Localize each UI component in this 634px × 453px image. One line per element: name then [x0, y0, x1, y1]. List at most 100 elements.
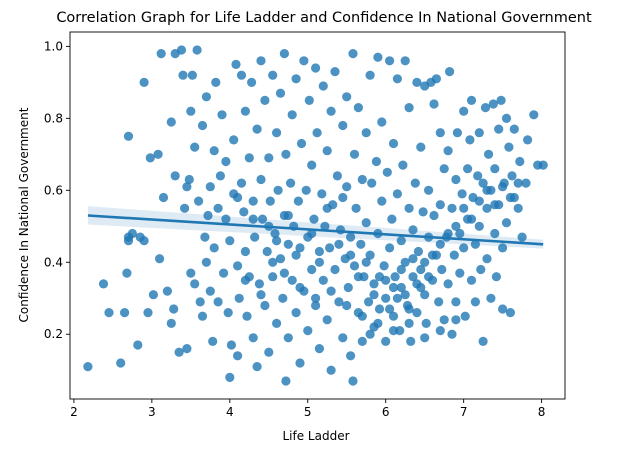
data-point-168: [361, 128, 371, 138]
data-points-layer: [83, 45, 548, 386]
data-point-16: [148, 290, 158, 300]
data-point-195: [396, 236, 406, 246]
data-point-159: [349, 149, 360, 159]
data-point-188: [387, 214, 397, 224]
data-point-136: [318, 275, 328, 285]
data-point-196: [396, 282, 406, 293]
data-point-339: [357, 311, 367, 321]
data-point-3: [116, 358, 126, 368]
data-point-23: [166, 318, 176, 328]
data-point-122: [301, 185, 311, 195]
data-point-22: [166, 117, 176, 127]
data-point-210: [416, 142, 426, 152]
data-point-344: [420, 333, 430, 343]
data-point-135: [318, 81, 328, 91]
data-point-228: [439, 164, 449, 174]
data-point-294: [272, 236, 282, 246]
data-point-125: [304, 95, 314, 105]
data-point-273: [498, 243, 508, 253]
data-point-165: [357, 174, 367, 185]
data-point-112: [287, 110, 297, 120]
data-point-175: [369, 279, 379, 289]
data-point-111: [287, 275, 297, 285]
data-point-229: [439, 315, 449, 325]
data-point-337: [326, 286, 336, 296]
data-point-142: [326, 365, 336, 375]
data-point-343: [404, 318, 414, 328]
data-point-236: [449, 250, 459, 260]
data-point-85: [254, 279, 264, 289]
data-point-197: [398, 160, 408, 170]
data-point-64: [226, 340, 236, 350]
data-point-38: [190, 279, 200, 289]
data-point-181: [377, 117, 387, 127]
data-point-301: [338, 192, 348, 203]
data-point-126: [307, 264, 317, 275]
data-point-44: [200, 232, 210, 242]
data-point-1: [98, 279, 109, 289]
data-point-227: [437, 264, 447, 275]
data-point-208: [412, 308, 422, 318]
data-point-46: [201, 257, 211, 267]
data-point-262: [482, 254, 492, 264]
data-point-177: [373, 52, 383, 62]
data-point-308: [385, 304, 395, 314]
data-point-321: [443, 228, 453, 239]
data-point-155: [346, 232, 356, 242]
data-point-176: [371, 156, 381, 167]
data-point-42: [197, 311, 208, 321]
data-point-156: [346, 351, 356, 361]
data-point-256: [474, 221, 484, 231]
data-point-87: [256, 56, 266, 66]
data-point-250: [466, 95, 477, 105]
data-point-109: [283, 333, 293, 343]
data-point-169: [361, 218, 371, 228]
data-point-300: [334, 239, 344, 249]
data-point-4: [120, 308, 130, 318]
data-point-115: [291, 74, 301, 84]
data-point-164: [356, 239, 366, 249]
data-point-26: [170, 171, 180, 181]
data-point-72: [236, 178, 247, 188]
data-point-103: [278, 293, 288, 303]
data-point-88: [257, 214, 268, 224]
data-point-86: [256, 174, 266, 185]
data-point-41: [195, 297, 205, 307]
data-point-21: [162, 286, 172, 296]
data-point-249: [466, 275, 477, 285]
data-point-283: [513, 203, 523, 213]
data-point-260: [480, 103, 491, 113]
data-point-274: [498, 304, 508, 314]
data-point-302: [346, 250, 356, 260]
data-point-92: [264, 153, 274, 163]
data-point-277: [501, 218, 512, 228]
data-point-278: [504, 142, 514, 152]
data-point-17: [153, 149, 163, 159]
data-point-185: [382, 167, 392, 177]
data-point-132: [314, 246, 324, 257]
data-point-285: [517, 232, 527, 242]
data-point-33: [184, 174, 194, 185]
data-point-241: [455, 268, 465, 278]
data-point-238: [451, 297, 461, 307]
data-point-288: [529, 110, 539, 120]
data-point-145: [330, 67, 340, 77]
x-tick-label-1: 3: [148, 405, 156, 419]
plot-frame: [69, 31, 566, 400]
data-point-84: [252, 362, 262, 372]
data-point-95: [268, 272, 278, 282]
x-tick-label-5: 7: [460, 405, 468, 419]
data-point-280: [507, 171, 517, 181]
regression-line: [87, 214, 544, 246]
data-point-133: [314, 344, 324, 354]
data-point-304: [361, 257, 371, 267]
data-point-116: [293, 196, 303, 206]
data-point-266: [488, 99, 498, 109]
data-point-107: [281, 149, 291, 159]
data-point-258: [478, 178, 488, 188]
data-point-179: [374, 304, 385, 314]
data-point-74: [240, 106, 250, 116]
data-point-279: [505, 308, 515, 318]
data-point-83: [252, 124, 262, 134]
data-point-226: [435, 200, 445, 210]
